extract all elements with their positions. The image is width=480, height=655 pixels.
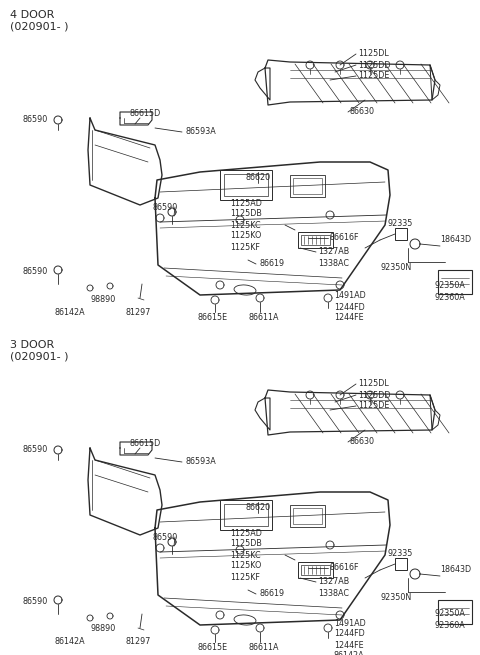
Text: 1338AC: 1338AC — [318, 588, 349, 597]
Text: 1125KC: 1125KC — [230, 550, 261, 559]
Text: 86142A: 86142A — [55, 637, 85, 646]
Text: 86590: 86590 — [23, 115, 48, 124]
Text: 92335: 92335 — [387, 219, 413, 228]
Text: 86630: 86630 — [350, 107, 375, 117]
Text: 1125AD: 1125AD — [230, 529, 262, 538]
Text: 1327AB: 1327AB — [318, 578, 349, 586]
Text: 86615D: 86615D — [130, 109, 161, 118]
Text: 1125DL: 1125DL — [358, 379, 389, 388]
Text: 86616F: 86616F — [330, 563, 360, 572]
Text: 98890: 98890 — [90, 295, 116, 304]
Text: 1125DL: 1125DL — [358, 50, 389, 58]
Text: 1125AD: 1125AD — [230, 198, 262, 208]
Ellipse shape — [234, 285, 256, 295]
Bar — [301, 235, 330, 245]
Text: 86611A: 86611A — [249, 313, 279, 322]
Bar — [438, 270, 472, 294]
Text: 92360A: 92360A — [434, 620, 466, 629]
Text: 86620: 86620 — [245, 503, 271, 512]
Text: 1327AB: 1327AB — [318, 248, 349, 257]
Text: 86590: 86590 — [23, 597, 48, 605]
Text: 92350N: 92350N — [380, 593, 412, 601]
Bar — [220, 170, 272, 200]
Text: 98890: 98890 — [90, 624, 116, 633]
Text: 92350A: 92350A — [434, 608, 466, 618]
Text: 92350N: 92350N — [380, 263, 412, 272]
Text: 1125KO: 1125KO — [230, 231, 262, 240]
Text: 81297: 81297 — [125, 308, 151, 317]
Text: 86142A: 86142A — [55, 308, 85, 317]
Text: 92360A: 92360A — [434, 293, 466, 301]
Bar — [395, 558, 407, 570]
Text: 1338AC: 1338AC — [318, 259, 349, 267]
Ellipse shape — [234, 615, 256, 625]
Text: 86616F: 86616F — [330, 233, 360, 242]
Text: 1125KC: 1125KC — [230, 221, 261, 229]
Text: 86611A: 86611A — [249, 643, 279, 652]
Text: 86615E: 86615E — [198, 643, 228, 652]
Text: 86590: 86590 — [23, 445, 48, 453]
Text: 86620: 86620 — [245, 173, 271, 182]
Bar — [224, 504, 268, 526]
Text: 1244FE: 1244FE — [334, 314, 364, 322]
Bar — [290, 505, 325, 527]
Text: 86630: 86630 — [350, 438, 375, 447]
Text: 86590: 86590 — [153, 202, 178, 212]
Text: 1491AD: 1491AD — [334, 291, 366, 301]
Bar — [220, 500, 272, 530]
Text: 92335: 92335 — [387, 549, 413, 558]
Bar — [224, 174, 268, 196]
Bar — [298, 232, 333, 248]
Bar — [293, 178, 322, 194]
Text: 86619: 86619 — [260, 590, 285, 599]
Text: 1125DE: 1125DE — [358, 71, 389, 81]
Text: 18643D: 18643D — [440, 565, 471, 574]
Text: 3 DOOR
(020901- ): 3 DOOR (020901- ) — [10, 340, 69, 362]
Bar — [438, 600, 472, 624]
Text: 92350A: 92350A — [434, 280, 466, 290]
Text: 1125DD: 1125DD — [358, 390, 391, 400]
Text: 86590: 86590 — [23, 267, 48, 276]
Text: 86142A: 86142A — [334, 652, 365, 655]
Text: 1125DE: 1125DE — [358, 402, 389, 411]
Text: 86615D: 86615D — [130, 439, 161, 448]
Text: 81297: 81297 — [125, 637, 151, 646]
Text: 1244FD: 1244FD — [334, 629, 365, 639]
Bar — [301, 565, 330, 575]
Text: 1491AD: 1491AD — [334, 618, 366, 627]
Bar — [395, 228, 407, 240]
Text: 1125DB: 1125DB — [230, 210, 262, 219]
Text: 86590: 86590 — [153, 533, 178, 542]
Text: 4 DOOR
(020901- ): 4 DOOR (020901- ) — [10, 10, 69, 31]
Bar — [298, 562, 333, 578]
Text: 1125KF: 1125KF — [230, 242, 260, 252]
Text: 86593A: 86593A — [185, 128, 216, 136]
Text: 1125DD: 1125DD — [358, 60, 391, 69]
Bar — [290, 175, 325, 197]
Text: 1125DB: 1125DB — [230, 540, 262, 548]
Text: 18643D: 18643D — [440, 236, 471, 244]
Text: 1244FE: 1244FE — [334, 641, 364, 650]
Text: 86619: 86619 — [260, 259, 285, 269]
Text: 1125KO: 1125KO — [230, 561, 262, 571]
Text: 86593A: 86593A — [185, 457, 216, 466]
Text: 1244FD: 1244FD — [334, 303, 365, 312]
Bar — [293, 508, 322, 524]
Text: 86615E: 86615E — [198, 313, 228, 322]
Text: 1125KF: 1125KF — [230, 572, 260, 582]
